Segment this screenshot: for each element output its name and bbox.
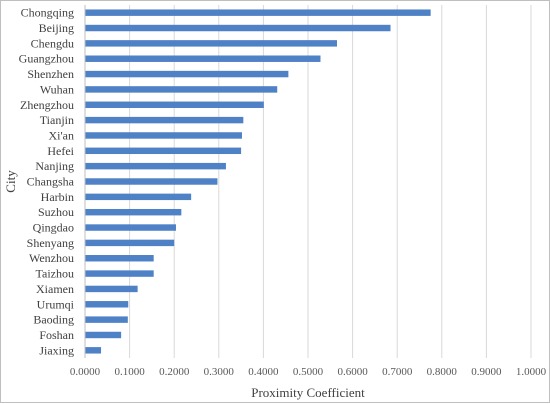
x-tick-label: 1.0000 bbox=[516, 366, 547, 378]
category-label: Changsha bbox=[27, 175, 75, 189]
category-label: Beijing bbox=[39, 21, 74, 35]
x-tick-label: 0.0000 bbox=[70, 366, 101, 378]
category-label: Suzhou bbox=[38, 205, 74, 219]
category-label: Wuhan bbox=[40, 82, 74, 96]
category-label: Zhengzhou bbox=[20, 98, 74, 112]
x-axis-title: Proximity Coefficient bbox=[251, 385, 365, 400]
bar bbox=[85, 116, 244, 124]
y-axis-title: City bbox=[3, 170, 18, 193]
category-label: Jiaxing bbox=[39, 343, 74, 357]
x-tick-label: 0.3000 bbox=[204, 366, 235, 378]
x-tick-label: 0.2000 bbox=[159, 366, 190, 378]
bar bbox=[85, 301, 129, 308]
bar bbox=[85, 193, 192, 201]
bar bbox=[85, 255, 154, 262]
bar bbox=[85, 178, 218, 185]
category-label: Foshan bbox=[39, 328, 74, 342]
category-label: Xiamen bbox=[36, 282, 74, 296]
bar bbox=[85, 55, 321, 62]
category-label: Xi'an bbox=[49, 128, 75, 142]
x-tick-label: 0.5000 bbox=[293, 366, 324, 378]
category-label: Harbin bbox=[41, 190, 74, 204]
bar bbox=[85, 316, 128, 323]
x-tick-label: 0.7000 bbox=[382, 366, 413, 378]
category-label: Shenzhen bbox=[27, 67, 74, 81]
category-label: Nanjing bbox=[35, 159, 74, 173]
category-label: Qingdao bbox=[33, 221, 74, 235]
x-tick-labels: 0.0000 0.1000 0.2000 0.3000 0.4000 0.5000 0.60… bbox=[70, 366, 547, 378]
x-tick-label: 0.6000 bbox=[337, 366, 368, 378]
category-label: Hefei bbox=[47, 144, 74, 158]
bar bbox=[85, 208, 182, 216]
bar bbox=[85, 331, 122, 339]
category-label: Wenzhou bbox=[29, 251, 74, 265]
bar bbox=[85, 347, 102, 354]
category-label: Urumqi bbox=[37, 297, 75, 311]
bar bbox=[85, 147, 242, 155]
category-label: Chongqing bbox=[21, 6, 74, 20]
bar bbox=[85, 162, 226, 170]
bar bbox=[85, 24, 391, 32]
category-label: Baoding bbox=[33, 313, 74, 327]
x-tick-label: 0.8000 bbox=[427, 366, 458, 378]
category-label: Taizhou bbox=[36, 267, 74, 281]
bar bbox=[85, 239, 175, 247]
bar bbox=[85, 224, 176, 231]
x-tick-label: 0.9000 bbox=[471, 366, 502, 378]
bar bbox=[85, 101, 264, 108]
bar bbox=[85, 86, 278, 93]
bar bbox=[85, 40, 337, 47]
x-tick-label: 0.1000 bbox=[114, 366, 145, 378]
bar bbox=[85, 270, 154, 277]
category-label: Tianjin bbox=[40, 113, 74, 127]
bar bbox=[85, 132, 242, 139]
bars bbox=[85, 9, 431, 354]
bar bbox=[85, 9, 431, 16]
category-label: Chengdu bbox=[31, 36, 74, 50]
category-label: Shenyang bbox=[27, 236, 74, 250]
bar bbox=[85, 70, 289, 78]
category-label: Guangzhou bbox=[19, 52, 74, 66]
gridlines bbox=[129, 5, 532, 358]
bar bbox=[85, 285, 138, 293]
x-tick-label: 0.4000 bbox=[248, 366, 279, 378]
